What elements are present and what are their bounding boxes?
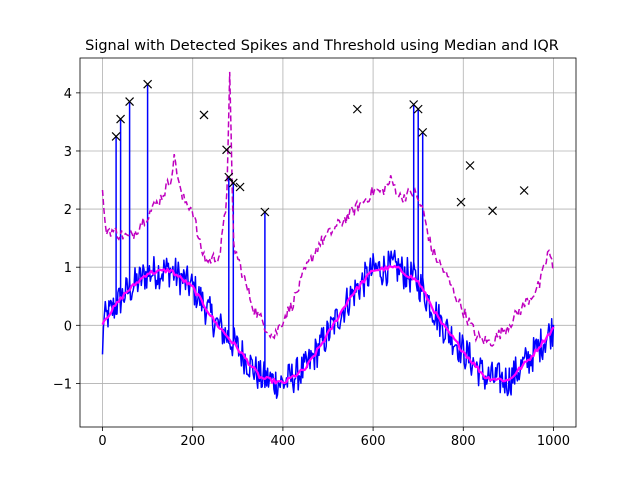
spike-marker-stroke bbox=[125, 97, 135, 107]
x-tick-label: 400 bbox=[270, 434, 295, 449]
axes-frame bbox=[79, 57, 577, 428]
spike-marker-stroke bbox=[143, 79, 153, 89]
spike-marker-stroke bbox=[260, 207, 270, 217]
spike-marker-stroke bbox=[488, 206, 498, 216]
spike-marker-stroke bbox=[519, 186, 529, 195]
spike-marker-stroke bbox=[413, 104, 423, 114]
x-tick-label: 200 bbox=[180, 434, 205, 449]
y-tick-label: 2 bbox=[64, 203, 72, 218]
threshold-line bbox=[101, 71, 554, 348]
y-tick-label: 1 bbox=[64, 261, 72, 276]
x-tick-label: 800 bbox=[451, 434, 476, 449]
spike-marker bbox=[352, 104, 362, 114]
y-tick-label: −1 bbox=[53, 377, 72, 392]
chart-title: Signal with Detected Spikes and Threshol… bbox=[85, 38, 559, 54]
spike-marker bbox=[465, 161, 475, 170]
spike-marker bbox=[413, 104, 423, 114]
spike-marker-stroke bbox=[116, 114, 126, 124]
x-tick-label: 1000 bbox=[537, 434, 570, 449]
spike-marker bbox=[199, 110, 209, 120]
x-tick-label: 600 bbox=[361, 434, 386, 449]
x-tick-label: 0 bbox=[98, 434, 106, 449]
spike-marker bbox=[519, 186, 529, 195]
spike-marker bbox=[125, 97, 135, 107]
spike-marker bbox=[222, 145, 231, 155]
spike-marker bbox=[143, 79, 153, 89]
spike-marker bbox=[111, 132, 121, 141]
y-tick-label: 3 bbox=[64, 145, 72, 160]
spike-marker bbox=[456, 197, 466, 207]
spike-marker-stroke bbox=[352, 104, 362, 114]
spike-marker-stroke bbox=[235, 182, 245, 192]
spike-marker-stroke bbox=[199, 110, 209, 120]
spike-marker bbox=[488, 206, 498, 216]
spike-marker-stroke bbox=[224, 172, 234, 182]
spike-marker bbox=[224, 172, 234, 182]
spike-marker-stroke bbox=[418, 127, 428, 137]
spike-marker bbox=[228, 178, 238, 188]
spike-marker-stroke bbox=[111, 132, 121, 141]
spike-marker-stroke bbox=[465, 161, 475, 170]
grid-layer bbox=[80, 58, 576, 427]
tick-layer: 0 200 400 600 800 1000 −1 0 1 2 3 4 bbox=[53, 87, 570, 449]
spike-marker bbox=[418, 127, 428, 137]
spike-marker bbox=[116, 114, 126, 124]
spike-marker-stroke bbox=[228, 178, 238, 188]
spike-marker bbox=[235, 182, 245, 192]
spike-marker-stroke bbox=[222, 145, 231, 155]
plot-layer bbox=[101, 71, 555, 399]
y-tick-label: 0 bbox=[64, 319, 72, 334]
median-line bbox=[101, 264, 555, 385]
spike-marker bbox=[260, 207, 270, 217]
spike-marker-stroke bbox=[409, 100, 419, 109]
y-tick-label: 4 bbox=[64, 87, 72, 102]
spike-marker-stroke bbox=[456, 197, 466, 207]
